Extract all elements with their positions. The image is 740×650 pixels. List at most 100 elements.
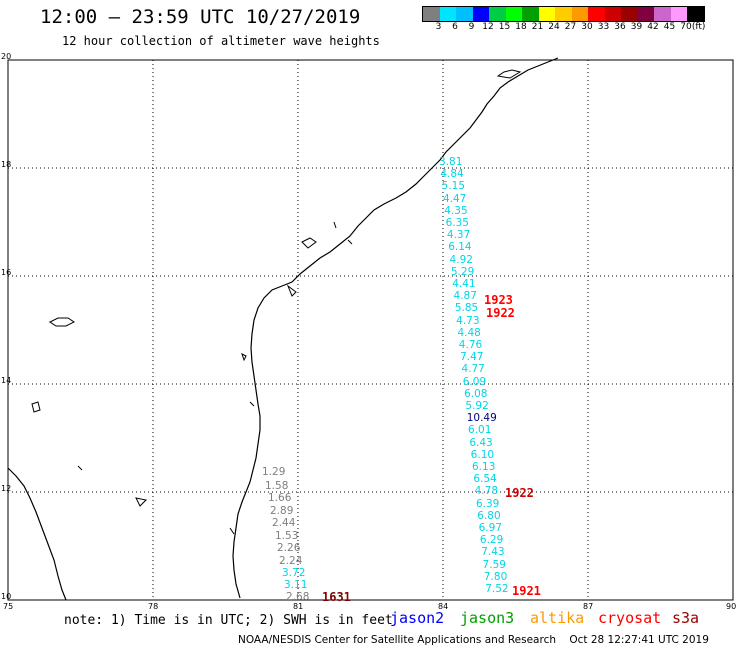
color-legend-label: 15 [498,22,511,32]
island [347,239,353,245]
color-swatch [456,7,473,21]
color-swatch [571,7,588,21]
wave-height-value: 5.29 [450,265,475,278]
lat-label: 12 [1,484,12,493]
lat-label: 14 [1,376,12,385]
color-swatch [654,7,671,21]
wave-height-value: 5.15 [441,180,466,193]
wave-height-value: 2.68 [286,591,310,603]
pass-time-label: 1631 [322,590,351,604]
color-legend-label: (ft) [691,22,706,32]
wave-height-value: 7.43 [481,546,505,559]
color-swatch [588,7,605,21]
wave-height-value: 6.54 [473,473,497,486]
color-legend-label: 21 [531,22,544,32]
wave-height-value: 4.84 [440,168,464,181]
wave-height-value: 4.87 [453,290,477,303]
color-legend-label: 30 [581,22,593,32]
color-legend-label: 45 [663,22,676,32]
color-swatch [637,7,654,21]
wave-height-value: 6.35 [445,217,469,229]
wave-height-value: 4.41 [452,278,476,290]
island [241,353,247,362]
color-swatch [522,7,539,21]
island [229,527,235,535]
wave-height-color-legend [422,6,705,22]
wave-height-value: 10.49 [466,412,497,425]
color-swatch [472,7,489,21]
wave-height-value: 7.47 [460,351,484,364]
wave-height-value: 4.37 [446,229,471,242]
island [333,221,337,229]
color-swatch [538,7,555,21]
lat-label: 18 [1,160,12,169]
lon-label: 75 [3,602,14,611]
lon-label: 78 [148,602,159,611]
wave-height-value: 6.14 [448,241,472,254]
color-legend-label: 33 [597,22,610,32]
island [249,401,255,407]
wave-height-value: 3.11 [284,579,308,591]
lat-label: 20 [1,52,12,61]
satellite-legend-altika: altika [530,609,585,627]
wave-height-value: 4.78 [474,485,499,498]
wave-height-value: 5.85 [454,302,479,315]
footer-credit: NOAA/NESDIS Center for Satellite Applica… [238,634,709,646]
color-swatch [687,7,704,21]
color-legend-label: 6 [452,22,458,32]
color-legend-label: 39 [630,22,643,32]
color-legend-label: 70 [680,22,692,32]
footer-note: note: 1) Time is in UTC; 2) SWH is in fe… [64,613,393,628]
color-legend-label: 27 [564,22,577,32]
color-legend-label: 18 [515,22,527,32]
wave-height-value: 1.58 [265,480,289,492]
map-subtitle: 12 hour collection of altimeter wave hei… [62,34,380,48]
color-swatch [505,7,522,21]
color-legend-label: 36 [614,22,626,32]
color-legend-label: 3 [435,22,442,32]
satellite-legend-cryosat: cryosat [598,609,662,627]
map-title: 12:00 – 23:59 UTC 10/27/2019 [40,6,361,28]
color-legend-label: 9 [468,22,475,32]
color-swatch [604,7,621,21]
wave-height-value: 3.81 [439,156,463,168]
color-swatch [555,7,572,21]
color-swatch [423,7,440,21]
wave-height-value: 4.35 [444,204,468,217]
wave-height-value: 6.09 [462,375,487,388]
color-swatch [621,7,638,21]
island [49,317,75,327]
wave-height-value: 4.73 [456,314,480,327]
wave-height-value: 2.24 [279,555,303,567]
wave-height-value: 1.53 [275,530,299,542]
wave-height-value: 7.52 [485,583,509,595]
satellite-legend-s3a: s3a [672,609,700,627]
wave-height-value: 2.26 [277,542,301,554]
wave-height-value: 6.01 [468,424,492,437]
color-legend-label: 24 [548,22,560,32]
wave-height-value: 4.76 [458,339,483,351]
lon-label: 87 [583,602,594,611]
wave-height-value: 1.66 [268,492,292,504]
island [135,497,148,507]
wave-height-value: 6.13 [472,461,496,473]
island [77,465,83,471]
coastline [232,57,559,599]
island [496,69,522,79]
wave-height-value: 7.80 [483,570,508,583]
wave-height-value: 6.80 [477,509,501,522]
wave-height-value: 6.10 [470,448,495,461]
color-legend-label: 42 [647,22,659,32]
pass-time-label: 1922 [505,486,534,500]
wave-height-value: 6.43 [469,436,493,449]
wave-height-value: 6.97 [478,522,502,534]
map-frame [7,59,734,601]
color-swatch [489,7,506,21]
wave-height-value: 6.08 [464,387,488,400]
wave-height-value: 6.29 [479,534,504,547]
wave-height-value: 6.39 [475,497,500,510]
lat-label: 16 [1,268,12,277]
wave-height-value: 5.92 [465,400,489,412]
island [286,284,297,297]
